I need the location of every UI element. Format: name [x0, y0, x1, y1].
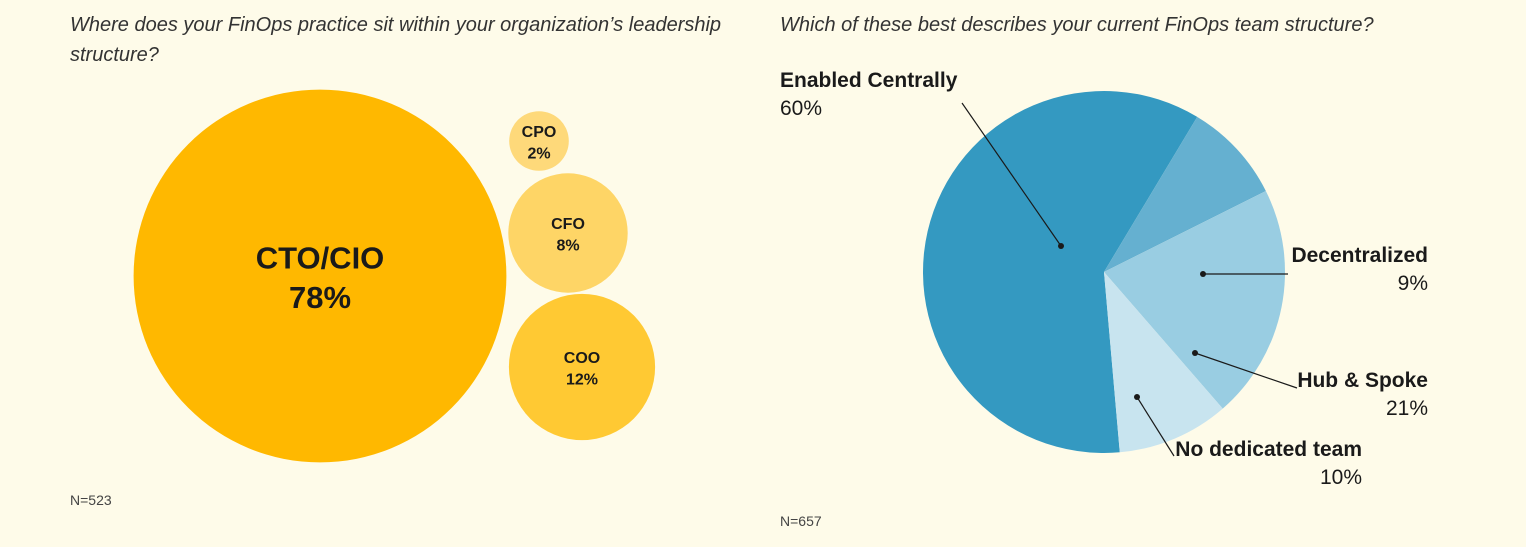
team-structure-pie-chart: Enabled Centrally 60% Decentralized 9% Hub &… [780, 69, 1428, 489]
bubble-cto-cio-label: CTO/CIO [256, 240, 385, 275]
pie-slice-value-hub-spoke: 21% [1386, 397, 1428, 420]
bubble-cfo: CFO 8% [508, 173, 628, 293]
bubble-coo-value: 12% [566, 371, 598, 388]
pie-slice-enabled-centrally [923, 90, 1198, 453]
bubble-cpo-value: 2% [527, 145, 550, 162]
bubble-coo-circle [508, 293, 656, 441]
bubble-coo-label: COO [564, 350, 600, 367]
pie-label-decentralized: Decentralized 9% [1200, 244, 1428, 295]
right-sample-size: N=657 [780, 513, 822, 529]
pie-leader-dot-enabled-centrally [1058, 243, 1064, 249]
pie-label-hub-spoke: Hub & Spoke 21% [1192, 350, 1428, 420]
pie-leader-dot-no-dedicated-team [1134, 394, 1140, 400]
pie-slice-hub-spoke [1104, 190, 1285, 409]
bubble-coo: COO 12% [508, 293, 656, 441]
pie-leader-line-hub-spoke [1194, 352, 1298, 389]
pie-label-no-dedicated-team: No dedicated team 10% [1134, 394, 1362, 489]
pie-leader-line-enabled-centrally [961, 102, 1062, 247]
bubble-cpo-circle [509, 111, 569, 171]
pie-slice-label-hub-spoke: Hub & Spoke [1297, 369, 1428, 392]
bubble-cpo-label: CPO [522, 124, 557, 141]
bubble-cto-cio: CTO/CIO 78% [133, 89, 507, 463]
pie-slice-value-no-dedicated-team: 10% [1320, 466, 1362, 489]
pie-slice-label-enabled-centrally: Enabled Centrally [780, 69, 958, 92]
pie-slice-label-decentralized: Decentralized [1291, 244, 1428, 267]
pie-leader-line-no-dedicated-team [1136, 396, 1175, 457]
pie-slice-no-dedicated-team [1104, 272, 1223, 453]
pie-label-enabled-centrally: Enabled Centrally 60% [780, 69, 1064, 249]
bubble-cto-cio-circle [133, 89, 507, 463]
bubble-cpo: CPO 2% [509, 111, 569, 171]
pie-slice-decentralized [1104, 116, 1266, 272]
left-sample-size: N=523 [70, 492, 112, 508]
pie-leader-dot-decentralized [1200, 271, 1206, 277]
pie-slice-label-no-dedicated-team: No dedicated team [1175, 438, 1362, 461]
bubble-cfo-circle [508, 173, 628, 293]
pie-slice-value-enabled-centrally: 60% [780, 97, 822, 120]
right-chart-question: Which of these best describes your curre… [780, 14, 1374, 36]
left-chart-question: Where does your FinOps practice sit with… [70, 14, 722, 66]
bubble-cfo-value: 8% [556, 237, 579, 254]
leadership-bubble-chart: CTO/CIO 78% CPO 2% CFO 8% COO 12% [133, 89, 656, 463]
bubble-cto-cio-value: 78% [289, 280, 351, 315]
bubble-cfo-label: CFO [551, 216, 585, 233]
pie-slice-value-decentralized: 9% [1398, 272, 1428, 295]
pie-leader-dot-hub-spoke [1192, 350, 1198, 356]
